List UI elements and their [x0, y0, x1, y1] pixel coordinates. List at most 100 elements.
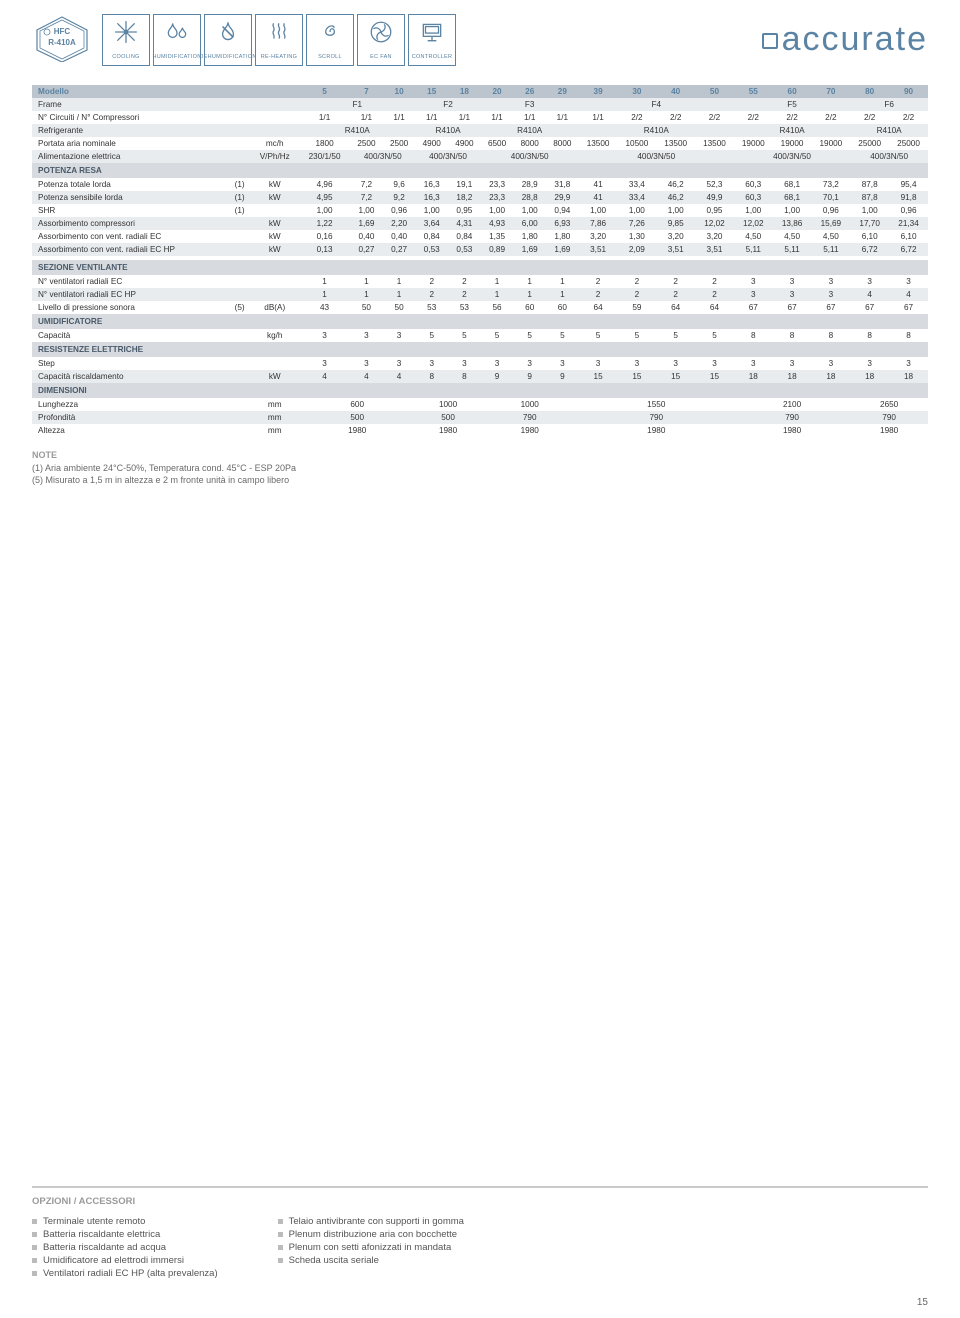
- data-cell: 1: [546, 275, 579, 288]
- icon-label: COOLING: [112, 55, 139, 61]
- row-label: Assorbimento con vent. radiali EC: [32, 230, 229, 243]
- data-cell: 400/3N/50: [850, 150, 928, 163]
- unit-cell: kW: [250, 370, 299, 383]
- data-cell: 3,20: [695, 230, 734, 243]
- data-cell: 3: [415, 357, 448, 370]
- icon-label: RE-HEATING: [261, 55, 298, 61]
- data-cell: 1,80: [513, 230, 546, 243]
- data-cell: 60: [546, 301, 579, 314]
- data-cell: 1: [350, 275, 383, 288]
- data-cell: 53: [415, 301, 448, 314]
- data-cell: 7,2: [350, 178, 383, 191]
- data-cell: 5: [513, 329, 546, 342]
- note-cell: (5): [229, 301, 251, 314]
- data-cell: 1,00: [850, 204, 889, 217]
- col-header: 70: [811, 85, 850, 98]
- options-left-list: Terminale utente remotoBatteria riscalda…: [32, 1215, 218, 1280]
- data-cell: 1980: [579, 424, 734, 437]
- data-cell: 1: [299, 275, 350, 288]
- row-label: N° ventilatori radiali EC: [32, 275, 229, 288]
- data-cell: 0,84: [448, 230, 481, 243]
- option-item: Telaio antivibrante con supporti in gomm…: [278, 1215, 464, 1228]
- data-cell: 1,35: [481, 230, 514, 243]
- row-label: Capacità riscaldamento: [32, 370, 229, 383]
- option-item: Scheda uscita seriale: [278, 1254, 464, 1267]
- data-cell: 4900: [448, 137, 481, 150]
- data-cell: 8: [448, 370, 481, 383]
- data-cell: 1: [299, 288, 350, 301]
- data-cell: 3: [513, 357, 546, 370]
- data-cell: 3,51: [656, 243, 695, 256]
- data-cell: 2: [448, 275, 481, 288]
- data-cell: 0,96: [383, 204, 416, 217]
- data-cell: 2/2: [811, 111, 850, 124]
- data-cell: 73,2: [811, 178, 850, 191]
- unit-cell: [250, 275, 299, 288]
- data-cell: 5,11: [811, 243, 850, 256]
- data-cell: 13,86: [773, 217, 812, 230]
- data-cell: 3: [299, 329, 350, 342]
- data-cell: 1,30: [617, 230, 656, 243]
- data-cell: 1: [350, 288, 383, 301]
- data-cell: 1/1: [415, 111, 448, 124]
- data-cell: 3: [383, 357, 416, 370]
- data-cell: 1,00: [513, 204, 546, 217]
- data-cell: 1980: [299, 424, 415, 437]
- frame-value: F1: [299, 98, 415, 111]
- data-cell: 3: [579, 357, 618, 370]
- data-cell: 9,85: [656, 217, 695, 230]
- unit-cell: kW: [250, 178, 299, 191]
- unit-cell: kg/h: [250, 329, 299, 342]
- data-cell: 5: [481, 329, 514, 342]
- dehumidification-icon: DEHUMIDIFICATION: [204, 14, 252, 66]
- data-cell: 3: [734, 288, 773, 301]
- data-cell: 13500: [579, 137, 618, 150]
- data-cell: 10500: [617, 137, 656, 150]
- data-cell: 16,3: [415, 191, 448, 204]
- data-cell: 1: [383, 275, 416, 288]
- row-label: Livello di pressione sonora: [32, 301, 229, 314]
- r410a-badge: HFC R-410A: [32, 12, 92, 67]
- col-header: 80: [850, 85, 889, 98]
- data-cell: 5: [656, 329, 695, 342]
- data-cell: 2/2: [695, 111, 734, 124]
- svg-text:R-410A: R-410A: [48, 38, 76, 47]
- data-cell: 18: [889, 370, 928, 383]
- data-cell: R410A: [579, 124, 734, 137]
- data-cell: 5: [448, 329, 481, 342]
- data-cell: 600: [299, 398, 415, 411]
- section-header: RESISTENZE ELETTRICHE: [32, 342, 928, 357]
- data-cell: 41: [579, 178, 618, 191]
- icon-label: HUMIDIFICATION: [153, 55, 202, 61]
- data-cell: 2,20: [383, 217, 416, 230]
- data-cell: 4,31: [448, 217, 481, 230]
- data-cell: 3: [811, 288, 850, 301]
- data-cell: 1980: [734, 424, 850, 437]
- data-cell: 8: [889, 329, 928, 342]
- col-header: 55: [734, 85, 773, 98]
- alimentazione-label: Alimentazione elettrica: [32, 150, 229, 163]
- data-cell: 1/1: [299, 111, 350, 124]
- data-cell: 49,9: [695, 191, 734, 204]
- data-cell: 1,00: [415, 204, 448, 217]
- spec-table-wrap: Modello57101518202629393040505560708090F…: [0, 85, 960, 437]
- col-header: 15: [415, 85, 448, 98]
- data-cell: 18,2: [448, 191, 481, 204]
- data-cell: 1: [513, 288, 546, 301]
- data-cell: 8: [734, 329, 773, 342]
- data-cell: 7,26: [617, 217, 656, 230]
- data-cell: 6,72: [889, 243, 928, 256]
- frame-value: F4: [579, 98, 734, 111]
- data-cell: 3: [811, 275, 850, 288]
- data-cell: 1000: [481, 398, 579, 411]
- data-cell: 1/1: [448, 111, 481, 124]
- data-cell: 5: [415, 329, 448, 342]
- data-cell: 59: [617, 301, 656, 314]
- options-section: OPZIONI / ACCESSORI Terminale utente rem…: [32, 1186, 928, 1280]
- unit-cell: V/Ph/Hz: [250, 150, 299, 163]
- page-number: 15: [917, 1297, 928, 1308]
- data-cell: 400/3N/50: [734, 150, 850, 163]
- data-cell: 67: [773, 301, 812, 314]
- data-cell: 64: [656, 301, 695, 314]
- data-cell: R410A: [481, 124, 579, 137]
